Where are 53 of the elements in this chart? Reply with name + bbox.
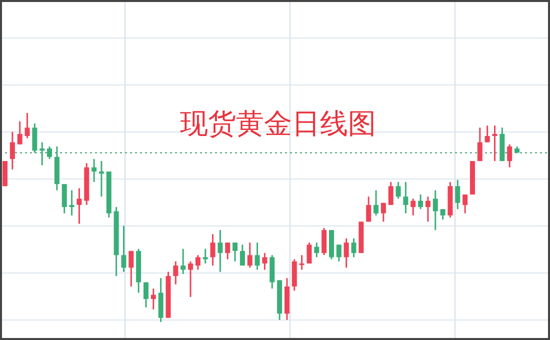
- candlestick: [351, 238, 356, 258]
- candlestick: [432, 190, 438, 231]
- candlestick: [202, 248, 208, 264]
- candlestick: [403, 181, 408, 214]
- candlestick: [92, 158, 97, 183]
- candlestick: [10, 131, 15, 170]
- candlestick: [262, 252, 268, 270]
- candlestick: [47, 146, 52, 160]
- candlestick: [314, 242, 320, 258]
- candlestick: [455, 179, 460, 210]
- candlestick: [396, 181, 401, 200]
- candlestick: [418, 194, 424, 210]
- candlestick: [128, 250, 134, 288]
- candlestick: [188, 260, 194, 298]
- candlestick: [40, 142, 45, 166]
- candlestick: [492, 124, 498, 162]
- candlestick: [299, 254, 304, 270]
- candlestick: [98, 160, 104, 198]
- candlestick: [507, 144, 512, 168]
- candlestick: [322, 227, 327, 256]
- candlestick: [121, 225, 126, 273]
- candlestick: [232, 242, 238, 262]
- candlestick: [366, 196, 372, 222]
- candlestick: [225, 242, 230, 260]
- chart-title: 现货黄金日线图: [180, 109, 376, 140]
- candlestick: [17, 120, 22, 146]
- candlestick: [76, 187, 82, 225]
- candlestick: [240, 244, 245, 266]
- candlestick: [410, 198, 416, 216]
- candlestick: [380, 202, 386, 222]
- candlestick: [254, 242, 260, 270]
- candlestick: [210, 233, 216, 266]
- candlestick: [344, 238, 349, 268]
- candlestick: [62, 183, 67, 214]
- candlestick: [218, 229, 223, 273]
- candlestick: [150, 288, 156, 310]
- candlestick: [374, 190, 379, 216]
- candlestick: [173, 260, 178, 286]
- candlestick: [180, 248, 186, 275]
- candlestick: [462, 194, 468, 214]
- candlestick: [484, 124, 490, 144]
- candlestick: [336, 244, 342, 262]
- candlestick: [247, 242, 252, 268]
- candlestick: [32, 122, 38, 154]
- candlestick: [388, 181, 394, 206]
- candlestick: [306, 242, 312, 264]
- candlestick: [69, 190, 74, 216]
- candlestick: [440, 208, 446, 220]
- candlestick: [477, 126, 482, 162]
- candlestick: [24, 112, 30, 139]
- candlestick: [425, 196, 430, 222]
- candlestick: [195, 254, 200, 270]
- candlestick: [143, 282, 148, 308]
